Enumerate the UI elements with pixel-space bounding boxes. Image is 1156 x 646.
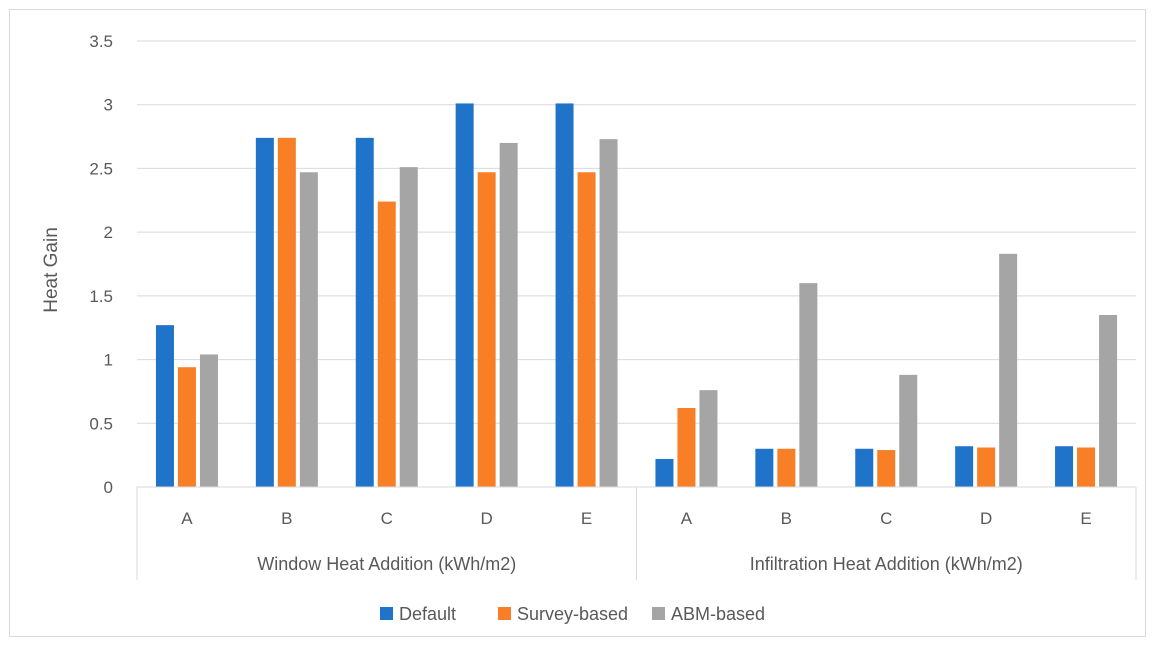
bar xyxy=(877,450,896,487)
x-tick-label: B xyxy=(781,509,792,528)
legend-label: Survey-based xyxy=(517,604,628,624)
chart-frame xyxy=(9,9,1146,637)
bar xyxy=(655,458,674,487)
legend-label: Default xyxy=(399,604,456,624)
bar xyxy=(1099,314,1118,487)
x-axis: A B C D E Window Heat Addition (kWh/m2) A B C D E I… xyxy=(136,486,1137,580)
x-tick-label: A xyxy=(681,509,693,528)
bar xyxy=(555,103,574,487)
x-group-label: Infiltration Heat Addition (kWh/m2) xyxy=(750,554,1023,574)
x-tick-label: B xyxy=(281,509,292,528)
bar xyxy=(355,137,374,488)
bar xyxy=(155,325,174,487)
y-tick-label: 0.5 xyxy=(89,414,113,433)
bars xyxy=(155,103,1118,488)
bar xyxy=(577,172,596,487)
legend-swatch xyxy=(652,607,665,620)
bar xyxy=(899,374,918,487)
y-tick-label: 2 xyxy=(104,223,113,242)
x-tick-label: D xyxy=(980,509,992,528)
y-axis-label: Heat Gain xyxy=(41,227,62,313)
x-tick-label: C xyxy=(880,509,892,528)
bar xyxy=(255,137,274,488)
legend-label: ABM-based xyxy=(671,604,765,624)
y-tick-label: 3 xyxy=(104,96,113,115)
bar xyxy=(477,172,496,487)
bar xyxy=(677,407,696,487)
bar xyxy=(599,139,618,487)
bar xyxy=(199,354,218,487)
y-tick-label: 2.5 xyxy=(89,159,113,178)
bar xyxy=(699,390,718,487)
bar xyxy=(177,367,196,487)
bar xyxy=(799,283,818,487)
bar xyxy=(277,137,296,488)
legend-swatch xyxy=(380,607,393,620)
x-tick-label: E xyxy=(581,509,592,528)
x-tick-label: E xyxy=(1080,509,1091,528)
y-axis-ticks: 0 0.5 1 1.5 2 2.5 3 3.5 xyxy=(89,32,113,497)
x-tick-label: C xyxy=(381,509,393,528)
bar xyxy=(377,201,396,487)
bar xyxy=(1077,447,1096,487)
legend: Default Survey-based ABM-based xyxy=(380,604,765,624)
bar xyxy=(777,448,796,487)
bar xyxy=(977,447,996,487)
y-tick-label: 1 xyxy=(104,351,113,370)
x-tick-label: D xyxy=(481,509,493,528)
x-tick-label: A xyxy=(181,509,193,528)
bar xyxy=(455,103,474,487)
bar xyxy=(855,448,874,487)
y-tick-label: 0 xyxy=(104,478,113,497)
y-tick-label: 3.5 xyxy=(89,32,113,51)
bar xyxy=(1055,446,1074,487)
y-tick-label: 1.5 xyxy=(89,287,113,306)
bar xyxy=(399,167,418,487)
x-group-label: Window Heat Addition (kWh/m2) xyxy=(257,554,516,574)
bar xyxy=(299,172,318,487)
legend-swatch xyxy=(498,607,511,620)
bar xyxy=(955,446,974,487)
bar xyxy=(755,448,774,487)
bar xyxy=(999,253,1018,487)
bar xyxy=(499,142,518,487)
